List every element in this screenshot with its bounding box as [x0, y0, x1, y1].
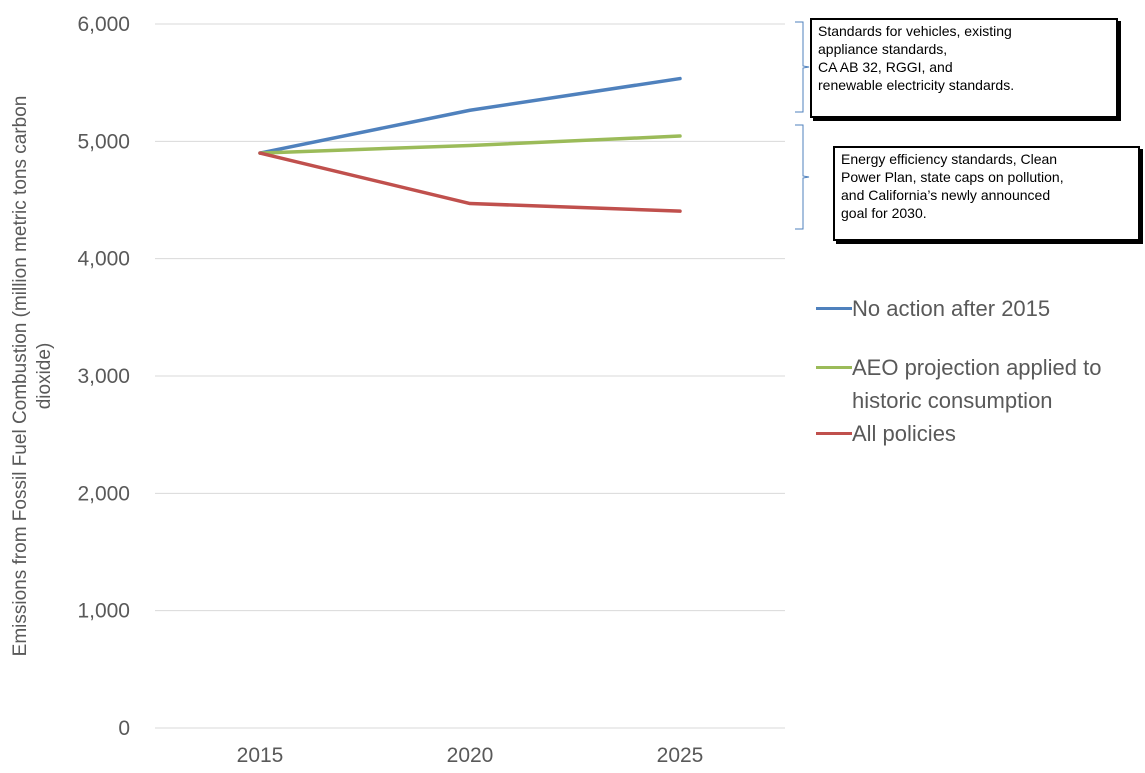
x-tick-label-0: 2015 — [237, 744, 284, 767]
annotation-2-line-2: Power Plan, state caps on pollution, — [841, 169, 1064, 185]
y-tick-label-6: 6,000 — [77, 13, 130, 36]
y-tick-label-1: 1,000 — [77, 600, 130, 623]
annotation-1-line-2: appliance standards, — [818, 41, 948, 57]
y-axis-title-line-2: dioxide) — [34, 343, 55, 410]
y-tick-labels: 0 1,000 2,000 3,000 4,000 5,000 6,000 — [77, 13, 130, 740]
legend-swatch-no-action — [816, 307, 852, 310]
y-tick-label-3: 3,000 — [77, 365, 130, 388]
legend-label-aeo-projection: AEO projection applied to historic consu… — [852, 355, 1102, 413]
legend-swatch-all-policies — [816, 432, 852, 435]
series-line-2 — [258, 151, 682, 213]
legend-item-no-action: No action after 2015 — [816, 292, 1145, 325]
legend-swatch-aeo-projection — [816, 366, 852, 369]
legend-label-all-policies: All policies — [852, 421, 956, 446]
y-tick-label-5: 5,000 — [77, 130, 130, 153]
annotation-1-line-1: Standards for vehicles, existing — [818, 23, 1012, 39]
annotation-box-1: Standards for vehicles, existing applian… — [810, 18, 1118, 118]
annotation-bracket-2 — [795, 124, 810, 230]
annotation-2-line-3: and California’s newly announced — [841, 187, 1051, 203]
annotation-box-2: Energy efficiency standards, Clean Power… — [833, 146, 1140, 241]
series-lines — [258, 76, 682, 213]
y-axis-title-line-1: Emissions from Fossil Fuel Combustion (m… — [10, 96, 31, 657]
y-tick-label-2: 2,000 — [77, 482, 130, 505]
legend-item-all-policies: All policies — [816, 417, 1145, 450]
gridlines — [155, 23, 785, 612]
annotation-2-line-1: Energy efficiency standards, Clean — [841, 151, 1058, 167]
annotation-2-line-4: goal for 2030. — [841, 205, 927, 221]
y-tick-label-4: 4,000 — [77, 248, 130, 271]
annotation-1-line-4: renewable electricity standards. — [818, 77, 1015, 93]
y-tick-label-0: 0 — [118, 717, 130, 740]
legend-item-aeo-projection: AEO projection applied to historic consu… — [816, 351, 1145, 417]
legend-label-no-action: No action after 2015 — [852, 296, 1051, 321]
series-line-1 — [258, 134, 682, 155]
x-tick-label-2: 2025 — [657, 744, 704, 767]
x-tick-label-1: 2020 — [447, 744, 494, 767]
legend: No action after 2015 AEO projection appl… — [816, 292, 1145, 450]
annotation-brackets — [795, 21, 810, 230]
x-tick-labels: 2015 2020 2025 — [237, 744, 704, 767]
series-line-0 — [258, 76, 682, 155]
annotation-1-line-3: CA AB 32, RGGI, and — [818, 59, 953, 75]
annotation-bracket-1 — [795, 21, 810, 113]
